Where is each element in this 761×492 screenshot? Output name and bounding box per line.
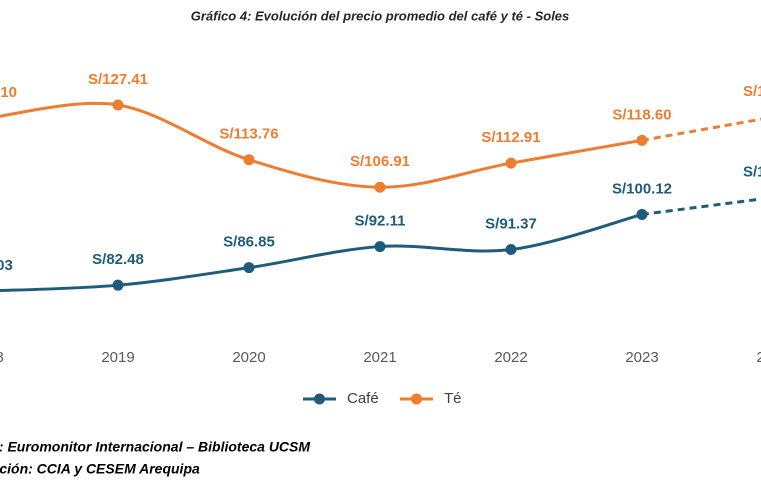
legend-label: Café — [347, 390, 379, 407]
series-line — [0, 212, 643, 293]
projection-line — [641, 117, 761, 142]
marker — [243, 154, 255, 166]
data-label: S/86.85 — [223, 234, 275, 251]
data-label: S/106.91 — [350, 153, 410, 170]
data-label: S/104.35 — [743, 163, 761, 180]
data-label: S/118.60 — [612, 106, 671, 123]
marker — [112, 279, 124, 291]
marker — [243, 262, 255, 274]
marker — [374, 241, 386, 253]
marker — [374, 181, 386, 193]
x-tick-label: 2021 — [363, 349, 396, 366]
x-tick-label: 2023 — [625, 349, 658, 366]
marker — [505, 244, 517, 256]
data-label: S/81.03 — [0, 257, 13, 274]
data-label: S/124.40 — [743, 83, 761, 100]
x-tick-label: 2024 — [756, 349, 761, 366]
data-label: S/92.11 — [355, 213, 406, 230]
x-tick-label: 2020 — [232, 349, 265, 366]
data-label: S/124.10 — [0, 84, 17, 101]
marker — [636, 208, 648, 220]
data-label: S/100.12 — [612, 180, 672, 197]
data-label: S/113.76 — [219, 126, 278, 143]
credit-note: Elaboración: CCIA y CESEM Arequipa — [0, 461, 200, 477]
data-label: S/127.41 — [88, 71, 148, 88]
x-tick-label: 2019 — [101, 349, 134, 366]
marker — [112, 99, 124, 111]
legend-label: Té — [444, 390, 462, 407]
x-tick-label: 2018 — [0, 349, 4, 366]
marker — [505, 157, 517, 169]
legend-marker — [314, 393, 325, 405]
data-label: S/82.48 — [92, 251, 144, 268]
data-label: S/91.37 — [485, 216, 537, 233]
marker — [636, 134, 648, 146]
projection-line — [641, 197, 761, 216]
x-tick-label: 2022 — [494, 349, 527, 366]
legend-marker — [411, 393, 422, 405]
series-line — [0, 101, 643, 189]
data-label: S/112.91 — [481, 129, 540, 146]
source-note: Fuente: Euromonitor Internacional – Bibl… — [0, 439, 310, 455]
chart-title: Gráfico 4: Evolución del precio promedio… — [191, 8, 570, 23]
